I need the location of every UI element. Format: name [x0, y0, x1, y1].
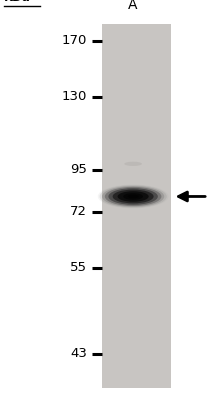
Ellipse shape [128, 195, 139, 198]
Text: 72: 72 [70, 205, 87, 218]
Text: A: A [128, 0, 138, 12]
Ellipse shape [98, 184, 168, 208]
Ellipse shape [105, 187, 161, 206]
Ellipse shape [100, 185, 167, 208]
Ellipse shape [123, 193, 143, 200]
Bar [102, 24, 171, 388]
Text: KDa: KDa [4, 0, 31, 4]
Text: 130: 130 [62, 90, 87, 103]
Text: 170: 170 [62, 34, 87, 48]
Ellipse shape [108, 188, 158, 205]
Ellipse shape [118, 191, 149, 202]
Ellipse shape [113, 190, 154, 203]
Text: 43: 43 [71, 348, 87, 360]
Ellipse shape [124, 162, 142, 166]
Text: 55: 55 [70, 261, 87, 274]
Text: 95: 95 [71, 163, 87, 176]
Ellipse shape [102, 186, 164, 207]
